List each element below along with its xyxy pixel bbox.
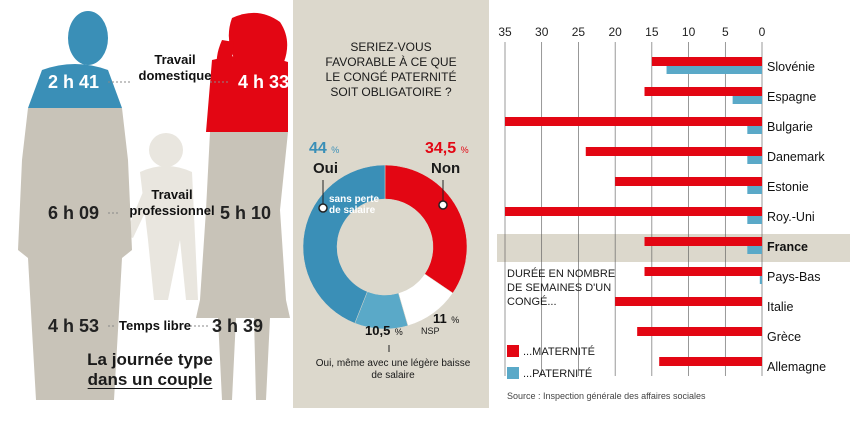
x-tick-label: 5 [722,25,729,39]
bar-maternite [585,147,762,156]
bar-maternite [644,267,762,276]
bar-paternite [759,276,762,284]
non-label: Non [431,160,461,177]
bar-maternite [644,87,762,96]
country-label: France [767,240,808,254]
country-label: Allemagne [767,360,826,374]
legend-paternite-swatch [507,367,519,379]
country-label: Espagne [767,90,816,104]
x-tick-label: 25 [572,25,586,39]
bar-paternite [747,246,762,254]
oui-value: 44 % [309,140,339,158]
non-number: 34,5 [425,140,457,157]
non-unit: % [460,145,469,155]
bar-maternite [615,297,762,306]
bar-paternite [732,96,762,104]
woman-domestic-time: 4 h 33 [238,72,290,92]
title-line-2: dans un couple [87,370,213,389]
x-tick-label: 10 [682,25,696,39]
non-marker [438,200,448,210]
woman-silhouette [196,12,290,400]
legend-paternite-label: ...PATERNITÉ [523,368,593,380]
bar-paternite [747,156,762,164]
bar-maternite [651,57,762,66]
bar-maternite [644,237,762,246]
sans-perte-label: sans perte de salaire [329,194,380,216]
bar-maternite [637,327,762,336]
couple-day-panel: 2 h 41 Travail domestique 4 h 33 6 h 09 … [0,0,290,433]
country-label: Bulgarie [767,120,813,134]
man-professional-time: 6 h 09 [48,203,100,223]
professional-label: Travail professionnel [129,187,215,218]
man-silhouette [18,11,132,400]
poll-panel: SERIEZ-VOUS FAVORABLE À CE QUE LE CONGÉ … [293,0,489,408]
chart-source: Source : Inspection générale des affaire… [507,391,706,401]
oui-number: 44 [309,140,327,157]
leave-duration-chart: 35 30 25 20 15 10 5 0 Slovénie Espagne Bulgarie Dan… [497,25,850,376]
country-label: Slovénie [767,60,815,74]
donut-slice-non [384,164,468,294]
bar-paternite [747,216,762,224]
nsp-label: NSP [421,326,440,336]
man-free-time: 4 h 53 [48,316,100,336]
bar-maternite [505,117,762,126]
free-time-label: Temps libre [118,318,191,333]
domestic-label: Travail domestique [138,52,212,83]
oui-marker [318,203,328,213]
couple-title: La journée type dans un couple [60,350,240,390]
nsp-number: 11 [433,311,447,326]
bar-paternite [666,66,762,74]
nsp-value: 11 % [433,310,459,328]
bar-maternite [659,357,762,366]
bar-paternite [747,126,762,134]
title-line-1: La journée type [87,350,213,369]
oui-unit: % [331,145,340,155]
poll-question: SERIEZ-VOUS FAVORABLE À CE QUE LE CONGÉ … [325,40,457,99]
country-label: Danemark [767,150,825,164]
legend-maternite-label: ...MATERNITÉ [523,346,595,358]
baisse-value: 10,5 % [365,322,403,340]
child-silhouette [125,133,198,300]
x-tick-label: 35 [498,25,512,39]
woman-professional-time: 5 h 10 [220,203,272,223]
country-label: Italie [767,300,793,314]
baisse-unit: % [394,327,403,337]
bar-paternite [747,186,762,194]
x-tick-label: 0 [759,25,766,39]
bar-maternite [505,207,762,216]
country-label: Estonie [767,180,809,194]
country-label: Roy.-Uni [767,210,815,224]
baisse-number: 10,5 [365,323,391,338]
country-label: Pays-Bas [767,270,821,284]
x-tick-label: 20 [608,25,622,39]
woman-free-time: 3 h 39 [212,316,264,336]
x-tick-label: 15 [645,25,659,39]
legend-maternite-swatch [507,345,519,357]
poll-donut [302,164,468,352]
oui-label: Oui [313,160,338,177]
nsp-unit: % [451,315,460,325]
connector-lines [108,81,230,327]
country-label: Grèce [767,330,801,344]
couple-silhouettes [18,11,290,400]
legend-title: DURÉE EN NOMBRE DE SEMAINES D'UN CONGÉ..… [507,268,616,308]
baisse-label: Oui, même avec une légère baisse de sala… [315,358,471,381]
non-value: 34,5 % [425,140,469,158]
bar-maternite [615,177,762,186]
x-tick-label: 30 [535,25,549,39]
man-domestic-time: 2 h 41 [48,72,100,92]
